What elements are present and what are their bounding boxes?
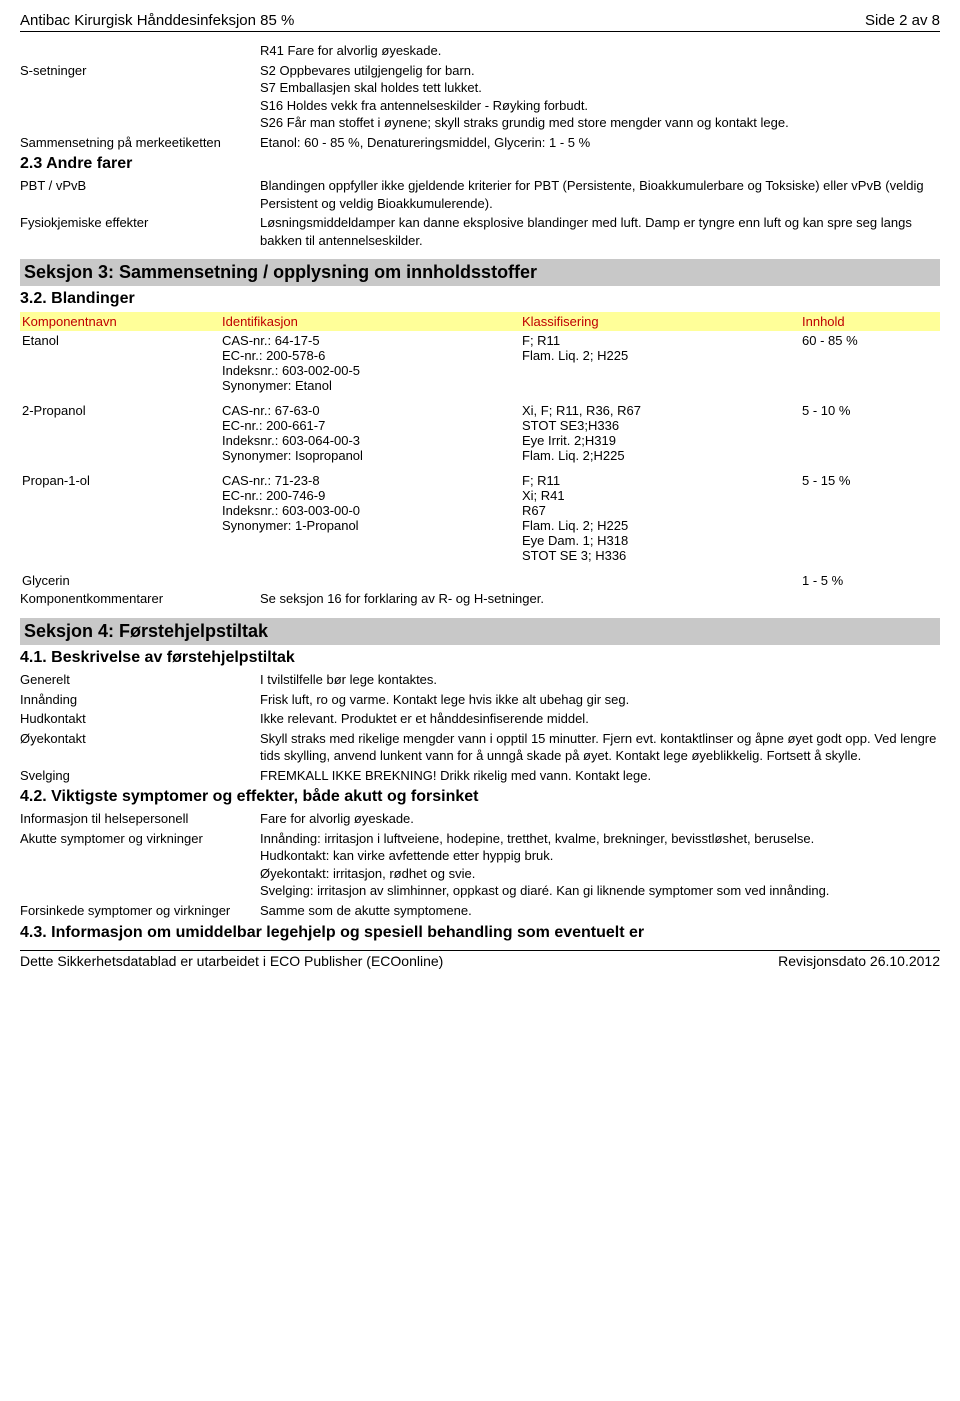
kv-label: Hudkontakt (20, 710, 260, 728)
kv-label: Informasjon til helsepersonell (20, 810, 260, 828)
kv-value: Frisk luft, ro og varme. Kontakt lege hv… (260, 691, 940, 709)
page-header: Antibac Kirurgisk Hånddesinfeksjon 85 % … (20, 12, 940, 32)
col-ident: Identifikasjon (222, 314, 522, 329)
component-row: 2-Propanol CAS-nr.: 67-63-0 EC-nr.: 200-… (20, 401, 940, 471)
page-footer: Dette Sikkerhetsdatablad er utarbeidet i… (20, 950, 940, 969)
kv-value: Fare for alvorlig øyeskade. (260, 810, 940, 828)
kv-label: Forsinkede symptomer og virkninger (20, 902, 260, 920)
top-key-values: R41 Fare for alvorlig øyeskade. S-setnin… (20, 42, 940, 151)
kv-label: Fysiokjemiske effekter (20, 214, 260, 249)
kv-label: Akutte symptomer og virkninger (20, 830, 260, 900)
kv-value: I tvilstilfelle bør lege kontaktes. (260, 671, 940, 689)
comp-id: CAS-nr.: 71-23-8 EC-nr.: 200-746-9 Indek… (222, 473, 522, 563)
component-row: Etanol CAS-nr.: 64-17-5 EC-nr.: 200-578-… (20, 331, 940, 401)
farer-key-values: PBT / vPvB Blandingen oppfyller ikke gje… (20, 177, 940, 249)
comp-class (522, 573, 802, 588)
section-3-header: Seksjon 3: Sammensetning / opplysning om… (20, 259, 940, 286)
comp-class: F; R11 Xi; R41 R67 Flam. Liq. 2; H225 Ey… (522, 473, 802, 563)
section-4-header: Seksjon 4: Førstehjelpstiltak (20, 618, 940, 645)
comp-id (222, 573, 522, 588)
kv-value: Ikke relevant. Produktet er et hånddesin… (260, 710, 940, 728)
kv-value: Innånding: irritasjon i luftveiene, hode… (260, 830, 940, 900)
kv-label: Komponentkommentarer (20, 590, 260, 608)
kv-value: R41 Fare for alvorlig øyeskade. (260, 42, 940, 60)
comp-name: Etanol (20, 333, 222, 393)
component-row: Glycerin 1 - 5 % (20, 571, 940, 590)
footer-right: Revisjonsdato 26.10.2012 (778, 953, 940, 969)
kv-label: PBT / vPvB (20, 177, 260, 212)
comp-content: 5 - 10 % (802, 403, 940, 463)
kv-value: FREMKALL IKKE BREKNING! Drikk rikelig me… (260, 767, 940, 785)
symptoms-key-values: Informasjon til helsepersonell Fare for … (20, 810, 940, 919)
kv-label: Øyekontakt (20, 730, 260, 765)
subsection-3-2: 3.2. Blandinger (20, 290, 940, 308)
subsection-4-1: 4.1. Beskrivelse av førstehjelpstiltak (20, 649, 940, 667)
comp-id: CAS-nr.: 67-63-0 EC-nr.: 200-661-7 Indek… (222, 403, 522, 463)
comp-class: F; R11 Flam. Liq. 2; H225 (522, 333, 802, 393)
kv-label: S-setninger (20, 62, 260, 132)
kv-value: Etanol: 60 - 85 %, Denatureringsmiddel, … (260, 134, 940, 152)
kv-label: Generelt (20, 671, 260, 689)
kv-label: Innånding (20, 691, 260, 709)
comp-name: Propan-1-ol (20, 473, 222, 563)
page-number: Side 2 av 8 (865, 12, 940, 29)
kv-value: Samme som de akutte symptomene. (260, 902, 940, 920)
firstaid-key-values: Generelt I tvilstilfelle bør lege kontak… (20, 671, 940, 784)
subsection-4-2: 4.2. Viktigste symptomer og effekter, bå… (20, 788, 940, 806)
kv-value: Løsningsmiddeldamper kan danne eksplosiv… (260, 214, 940, 249)
kv-label: Sammensetning på merkeetiketten (20, 134, 260, 152)
col-class: Klassifisering (522, 314, 802, 329)
kv-value: Blandingen oppfyller ikke gjeldende krit… (260, 177, 940, 212)
kv-label: Svelging (20, 767, 260, 785)
footer-left: Dette Sikkerhetsdatablad er utarbeidet i… (20, 953, 443, 969)
comp-name: Glycerin (20, 573, 222, 588)
subsection-2-3: 2.3 Andre farer (20, 155, 940, 173)
comp-id: CAS-nr.: 64-17-5 EC-nr.: 200-578-6 Indek… (222, 333, 522, 393)
comp-content: 5 - 15 % (802, 473, 940, 563)
kv-value: S2 Oppbevares utilgjengelig for barn. S7… (260, 62, 940, 132)
kv-value: Se seksjon 16 for forklaring av R- og H-… (260, 590, 940, 608)
subsection-4-3: 4.3. Informasjon om umiddelbar legehjelp… (20, 924, 940, 942)
comp-content: 60 - 85 % (802, 333, 940, 393)
col-name: Komponentnavn (20, 314, 222, 329)
kv-value: Skyll straks med rikelige mengder vann i… (260, 730, 940, 765)
kv-label (20, 42, 260, 60)
component-row: Propan-1-ol CAS-nr.: 71-23-8 EC-nr.: 200… (20, 471, 940, 571)
comp-class: Xi, F; R11, R36, R67 STOT SE3;H336 Eye I… (522, 403, 802, 463)
component-table-header: Komponentnavn Identifikasjon Klassifiser… (20, 312, 940, 331)
comp-name: 2-Propanol (20, 403, 222, 463)
col-content: Innhold (802, 314, 940, 329)
doc-title: Antibac Kirurgisk Hånddesinfeksjon 85 % (20, 12, 294, 29)
comp-content: 1 - 5 % (802, 573, 940, 588)
